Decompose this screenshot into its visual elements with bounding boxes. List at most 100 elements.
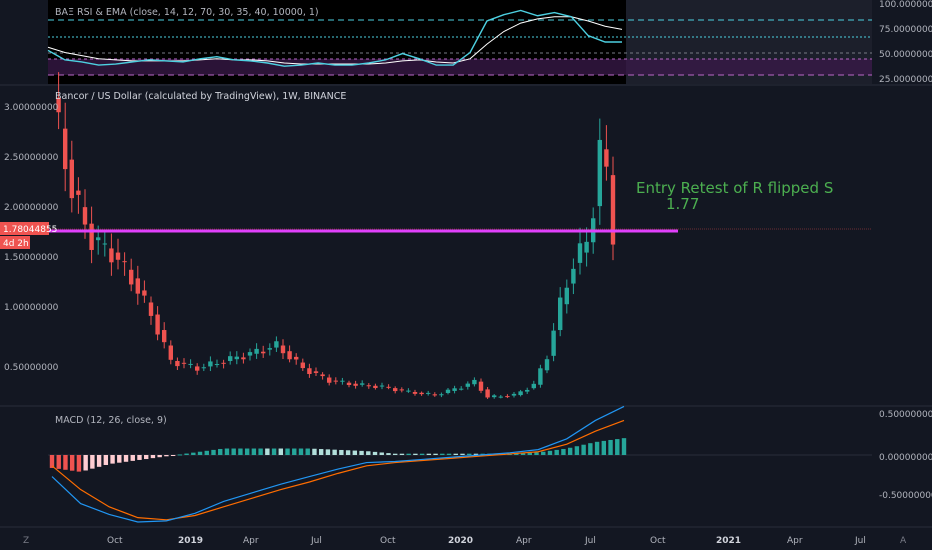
auto-scale-icon[interactable]: A bbox=[900, 536, 907, 546]
macd-histogram-bar bbox=[615, 439, 620, 455]
candle-body bbox=[386, 386, 391, 388]
candle-body bbox=[346, 382, 352, 385]
price-tick-1.0: 1.00000000 bbox=[4, 303, 59, 313]
macd-histogram-bar bbox=[601, 440, 607, 455]
candle-body bbox=[313, 371, 319, 373]
candle-body bbox=[287, 351, 292, 360]
time-label-jul-2021: Jul bbox=[854, 536, 866, 546]
candle-body bbox=[505, 396, 510, 398]
candle-body bbox=[320, 374, 325, 377]
macd-histogram-bar bbox=[345, 450, 351, 455]
macd-histogram-bar bbox=[285, 448, 290, 455]
candle-body bbox=[327, 377, 332, 383]
macd-histogram-bar bbox=[413, 453, 418, 455]
macd-histogram-bar bbox=[359, 450, 364, 455]
macd-histogram-bar bbox=[137, 455, 142, 460]
candle-body bbox=[353, 383, 358, 386]
macd-histogram-bar bbox=[110, 455, 115, 464]
rsi-tick-75: 75.00000000 bbox=[879, 25, 932, 35]
candle-body bbox=[63, 128, 68, 170]
macd-histogram-bar bbox=[238, 448, 243, 455]
macd-series-line bbox=[51, 405, 625, 523]
time-label-jul-2020: Jul bbox=[584, 536, 596, 546]
macd-histogram-bar bbox=[150, 455, 156, 459]
macd-histogram-bar bbox=[379, 452, 384, 455]
macd-histogram-bar bbox=[191, 452, 196, 455]
macd-histogram-bar bbox=[527, 452, 532, 455]
macd-histogram-bar bbox=[96, 455, 102, 467]
time-label-oct-2019: Oct bbox=[380, 536, 396, 546]
candle-body bbox=[195, 366, 200, 371]
candle-body bbox=[241, 357, 246, 360]
macd-tick-zero: 0.00000000 bbox=[879, 453, 932, 463]
macd-histogram-bar bbox=[574, 446, 580, 455]
candle-body bbox=[584, 241, 589, 253]
candle-body bbox=[221, 362, 226, 364]
candle-body bbox=[69, 159, 74, 199]
macd-histogram-bar bbox=[271, 448, 277, 455]
macd-histogram-bar bbox=[184, 453, 189, 455]
candle-body bbox=[340, 380, 345, 382]
time-label-apr-2021: Apr bbox=[787, 536, 803, 546]
candle-body bbox=[300, 362, 305, 369]
macd-histogram-bar bbox=[547, 450, 553, 455]
current-price-label: 1.78044855 bbox=[3, 225, 57, 235]
candle-body bbox=[208, 361, 213, 367]
price-tick-1.5: 1.50000000 bbox=[4, 253, 59, 263]
macd-histogram-bar bbox=[292, 448, 297, 455]
macd-histogram-bar bbox=[218, 448, 223, 455]
macd-histogram-bar bbox=[63, 455, 68, 470]
macd-histogram-bar bbox=[83, 455, 88, 471]
time-axis[interactable]: Oct 2019 Apr Jul Oct 2020 Apr Jul Oct 20… bbox=[0, 526, 932, 546]
candle-body bbox=[261, 351, 266, 354]
current-price-label-bg bbox=[0, 222, 49, 235]
candle-body bbox=[399, 389, 404, 391]
candlestick-series bbox=[56, 72, 616, 399]
macd-histogram-bar bbox=[144, 455, 149, 460]
candle-body bbox=[419, 392, 424, 395]
candle-body bbox=[96, 237, 101, 241]
candle-body bbox=[531, 383, 536, 389]
price-pane-title: Bancor / US Dollar (calculated by Tradin… bbox=[55, 91, 346, 102]
candle-body bbox=[56, 97, 61, 113]
macd-histogram-bar bbox=[608, 439, 613, 455]
macd-histogram-bar bbox=[197, 451, 203, 455]
candle-body bbox=[102, 243, 107, 245]
macd-pane[interactable]: MACD (12, 26, close, 9) 0.50000000 0.000… bbox=[48, 405, 932, 523]
macd-histogram-bar bbox=[318, 449, 324, 455]
macd-histogram-bar bbox=[372, 451, 378, 455]
candle-body bbox=[181, 362, 187, 364]
candle-body bbox=[254, 348, 259, 354]
candle-body bbox=[452, 388, 457, 391]
macd-tick-pos: 0.50000000 bbox=[879, 410, 932, 420]
candle-body bbox=[577, 243, 583, 263]
macd-histogram-bar bbox=[157, 455, 162, 458]
price-tick-3.0: 3.00000000 bbox=[4, 103, 59, 113]
candle-body bbox=[280, 345, 286, 354]
macd-histogram-bar bbox=[581, 444, 586, 455]
candle-body bbox=[393, 388, 398, 392]
candle-body bbox=[267, 348, 272, 350]
macd-histogram-bar bbox=[440, 453, 445, 455]
price-pane[interactable]: Bancor / US Dollar (calculated by Tradin… bbox=[0, 72, 872, 399]
macd-histogram-bar bbox=[312, 448, 317, 455]
candle-body bbox=[459, 388, 464, 390]
macd-histogram-bar bbox=[554, 449, 559, 455]
candle-body bbox=[214, 364, 220, 366]
rsi-pane[interactable]: BAΞ RSI & EMA (close, 14, 12, 70, 30, 35… bbox=[47, 0, 932, 85]
time-label-2020: 2020 bbox=[448, 536, 473, 546]
candle-body bbox=[412, 391, 418, 394]
rsi-tick-100: 100.00000000 bbox=[879, 0, 932, 10]
rsi-series-line bbox=[47, 9, 622, 67]
candle-body bbox=[155, 314, 160, 335]
macd-histogram-bar bbox=[211, 449, 216, 455]
timezone-icon[interactable]: Z bbox=[23, 536, 29, 546]
macd-histogram-bar bbox=[76, 455, 82, 472]
candle-body bbox=[498, 396, 503, 398]
time-label-oct-2020: Oct bbox=[650, 536, 666, 546]
candle-body bbox=[366, 385, 371, 387]
macd-signal-series-line bbox=[51, 419, 625, 521]
macd-histogram bbox=[49, 438, 627, 472]
macd-histogram-bar bbox=[520, 453, 526, 455]
